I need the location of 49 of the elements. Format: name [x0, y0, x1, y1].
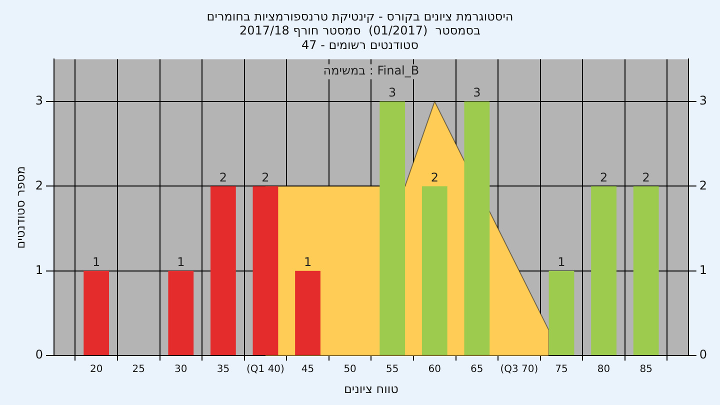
data-label: 2: [642, 170, 650, 184]
data-label: 1: [558, 255, 566, 270]
data-label: 2: [600, 170, 608, 184]
bar: [422, 186, 448, 356]
chart-subtitle: בסמסטר (01/2017) סמסטר חורף 2017/18 סטודנטים רשומים - 47: [239, 24, 481, 52]
bar: [168, 270, 194, 356]
bar: [464, 102, 490, 356]
y-axis-title: מספר סטודנטים: [13, 166, 28, 249]
x-tick-label: 20: [90, 364, 103, 376]
bar: [591, 186, 616, 356]
chart-title: היסטוגרמת ציונים בקורס - קינטיקת טרנספורמציות בחומרים: [206, 9, 514, 24]
x-tick-label: 35: [216, 364, 230, 376]
x-tick-label: 85: [640, 364, 652, 376]
y2-tick-label: 0: [699, 348, 708, 362]
annotation: במשימה : Final_B: [323, 63, 420, 78]
x-tick-label: 80: [597, 364, 610, 376]
x-tick-label: 75: [555, 364, 568, 376]
x-tick-label: 60: [428, 364, 441, 376]
x-tick-label: 50: [344, 364, 356, 376]
data-label: 2: [262, 170, 270, 184]
x-tick-label: 55: [386, 364, 399, 376]
x-tick-label: 30: [174, 364, 188, 376]
bar: [380, 102, 406, 356]
x-tick-label: 65: [470, 364, 484, 376]
y2-tick-label: 3: [699, 94, 708, 108]
data-label: 3: [473, 86, 481, 100]
data-label: 1: [177, 255, 185, 270]
y-tick-label: 1: [35, 263, 44, 278]
y2-tick-label: 1: [699, 263, 708, 278]
data-label: 1: [304, 255, 312, 270]
data-label: 2: [430, 170, 438, 184]
data-label: 1: [92, 255, 100, 270]
bar: [633, 186, 659, 356]
bar: [548, 270, 574, 356]
y-tick-label: 3: [35, 94, 44, 108]
bar: [210, 186, 236, 356]
y-tick-label: 0: [35, 348, 44, 362]
y2-tick-label: 2: [699, 178, 708, 192]
data-label: 2: [219, 170, 228, 184]
x-axis-title: טווח ציונים: [344, 382, 399, 396]
data-label: 3: [388, 86, 396, 100]
y-tick-label: 2: [35, 178, 44, 192]
x-tick-label: (Q1 40): [246, 364, 285, 376]
x-tick-label: 45: [301, 364, 314, 376]
bar: [84, 270, 110, 356]
bar: [295, 270, 320, 356]
x-tick-label: 25: [132, 364, 145, 376]
x-tick-label: (Q3 70): [500, 364, 538, 376]
bar: [252, 186, 278, 356]
